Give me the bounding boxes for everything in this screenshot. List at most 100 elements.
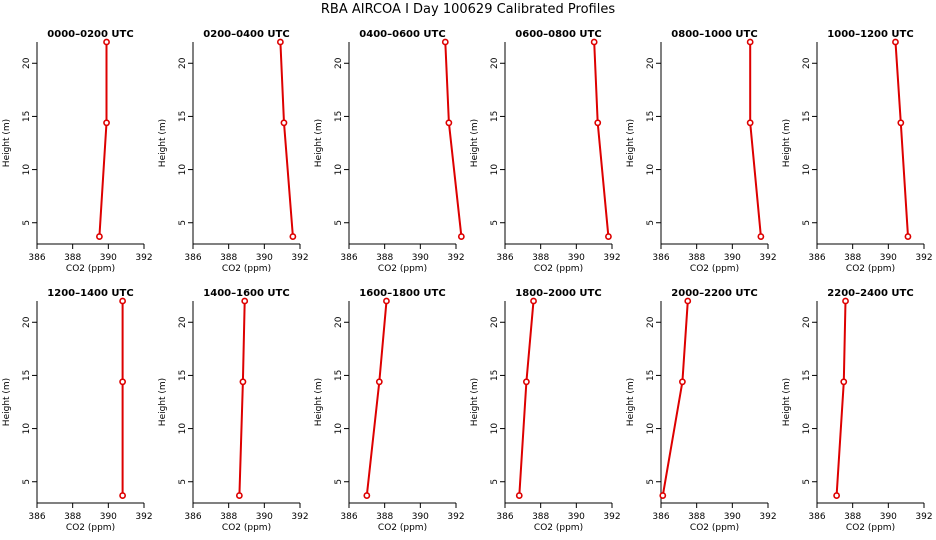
data-point — [441, 38, 449, 46]
profile-line — [444, 41, 463, 237]
x-tick-label: 390 — [412, 512, 429, 522]
data-point — [383, 297, 390, 305]
x-tick-label: 388 — [688, 253, 705, 263]
data-point — [119, 297, 126, 305]
data-point — [445, 119, 453, 127]
data-point — [605, 233, 612, 240]
chart-panel: 1200–1400 UTC 386 388 390 392 5 10 15 20 CO2 (ppm… — [2, 288, 153, 533]
figure-title: RBA AIRCOA I Day 100629 Calibrated Profi… — [321, 2, 615, 17]
y-axis-label: Height (m) — [314, 119, 324, 167]
profile-line — [749, 42, 762, 237]
y-axis-label: Height (m) — [626, 119, 636, 167]
data-point — [659, 492, 667, 499]
x-tick-label: 392 — [291, 512, 308, 522]
x-axis-label: CO2 (ppm) — [66, 523, 115, 533]
y-tick-label: 15 — [802, 111, 812, 122]
x-tick-label: 390 — [256, 512, 273, 522]
y-tick-label: 5 — [490, 220, 500, 226]
y-tick-label: 20 — [22, 57, 32, 69]
y-tick-label: 5 — [490, 479, 500, 485]
x-tick-label: 386 — [808, 512, 825, 522]
panels-grid: 0000–0200 UTC 386 388 390 392 5 10 15 20 CO2 (ppm… — [2, 29, 933, 533]
y-tick-label: 10 — [490, 423, 500, 435]
profile-line — [835, 300, 847, 496]
profile-line — [98, 42, 108, 237]
x-tick-label: 390 — [568, 512, 585, 522]
x-axis-label: CO2 (ppm) — [222, 523, 271, 533]
y-tick-label: 5 — [802, 479, 812, 485]
x-tick-label: 390 — [724, 512, 741, 522]
y-tick-label: 10 — [490, 164, 500, 176]
data-point — [119, 378, 126, 386]
y-tick-label: 20 — [802, 57, 812, 69]
y-tick-label: 15 — [178, 111, 188, 122]
data-point — [530, 297, 537, 305]
panel-title: 2000–2200 UTC — [671, 288, 757, 299]
x-tick-label: 388 — [64, 512, 81, 522]
data-point — [363, 492, 371, 499]
panel-title: 0200–0400 UTC — [203, 29, 289, 40]
x-tick-label: 386 — [808, 253, 825, 263]
data-point — [235, 492, 243, 499]
x-axis-label: CO2 (ppm) — [690, 264, 739, 274]
x-axis-label: CO2 (ppm) — [66, 264, 115, 274]
x-tick-label: 392 — [759, 253, 776, 263]
x-tick-label: 386 — [496, 253, 513, 263]
data-point — [904, 233, 912, 240]
x-tick-label: 386 — [340, 253, 357, 263]
y-axis-label: Height (m) — [470, 378, 480, 426]
y-tick-label: 5 — [646, 479, 656, 485]
chart-panel: 0200–0400 UTC 386 388 390 392 5 10 15 20 CO2 (ppm… — [158, 29, 309, 274]
data-point — [892, 38, 899, 46]
x-tick-label: 386 — [184, 512, 201, 522]
y-tick-label: 5 — [334, 479, 344, 485]
data-point — [96, 233, 103, 240]
x-axis-label: CO2 (ppm) — [222, 264, 271, 274]
y-tick-label: 15 — [646, 370, 656, 381]
x-tick-label: 386 — [28, 253, 45, 263]
data-point — [103, 119, 110, 127]
y-tick-label: 10 — [334, 423, 344, 435]
x-tick-label: 390 — [412, 253, 429, 263]
chart-panel: 0600–0800 UTC 386 388 390 392 5 10 15 20 CO2 (ppm… — [470, 29, 621, 274]
y-tick-label: 15 — [646, 111, 656, 122]
y-axis-label: Height (m) — [782, 119, 792, 167]
y-tick-label: 5 — [178, 479, 188, 485]
x-axis-label: CO2 (ppm) — [690, 523, 739, 533]
x-tick-label: 390 — [100, 512, 117, 522]
x-tick-label: 390 — [256, 253, 273, 263]
y-tick-label: 20 — [178, 316, 188, 328]
x-tick-label: 386 — [652, 512, 669, 522]
y-tick-label: 20 — [490, 57, 500, 69]
profile-line — [661, 300, 689, 496]
y-tick-label: 5 — [646, 220, 656, 226]
panel-title: 1000–1200 UTC — [827, 29, 913, 40]
panel-title: 1600–1800 UTC — [359, 288, 445, 299]
x-tick-label: 388 — [376, 253, 393, 263]
profile-line — [279, 41, 294, 237]
y-tick-label: 20 — [646, 316, 656, 328]
x-tick-label: 388 — [64, 253, 81, 263]
y-tick-label: 10 — [178, 164, 188, 176]
x-tick-label: 392 — [915, 253, 932, 263]
y-tick-label: 20 — [334, 316, 344, 328]
x-tick-label: 388 — [532, 253, 549, 263]
x-tick-label: 390 — [880, 253, 897, 263]
chart-panel: 0000–0200 UTC 386 388 390 392 5 10 15 20 CO2 (ppm… — [2, 29, 153, 274]
data-point — [239, 378, 247, 386]
y-tick-label: 15 — [334, 111, 344, 122]
data-point — [746, 119, 754, 127]
y-tick-label: 10 — [646, 423, 656, 435]
y-tick-label: 10 — [646, 164, 656, 176]
x-tick-label: 390 — [724, 253, 741, 263]
data-point — [897, 119, 905, 127]
x-tick-label: 388 — [688, 512, 705, 522]
y-axis-label: Height (m) — [626, 378, 636, 426]
data-point — [103, 38, 110, 46]
panel-title: 0600–0800 UTC — [515, 29, 601, 40]
chart-panel: 2000–2200 UTC 386 388 390 392 5 10 15 20 CO2 (ppm… — [626, 288, 777, 533]
data-point — [515, 492, 523, 499]
data-point — [842, 297, 849, 305]
y-tick-label: 20 — [646, 57, 656, 69]
